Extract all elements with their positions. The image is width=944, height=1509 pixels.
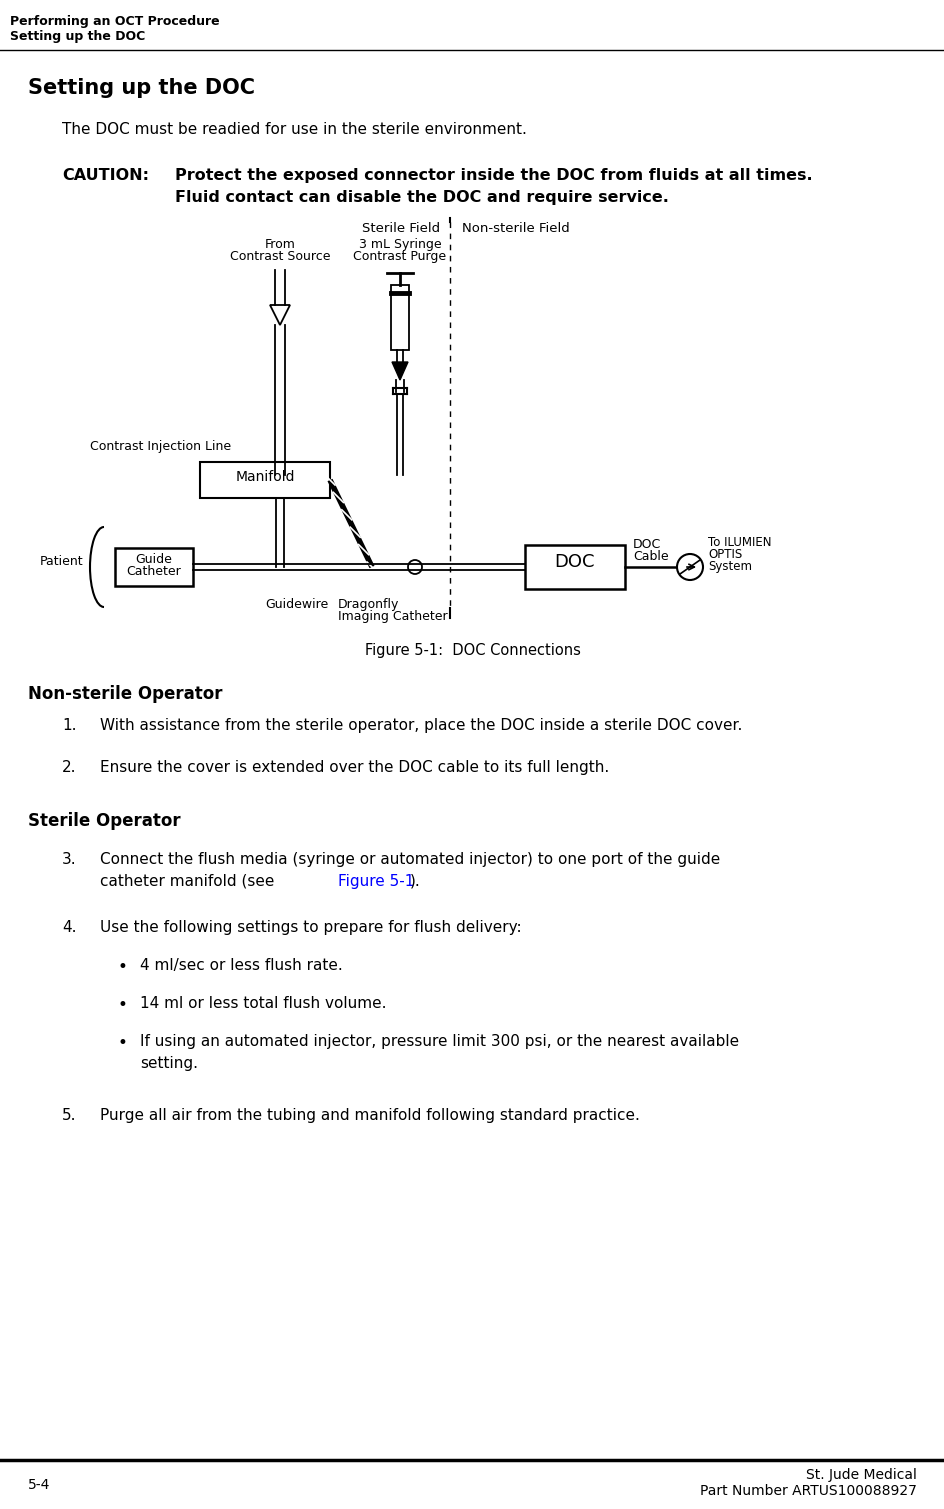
Text: Figure 5-1: Figure 5-1: [338, 874, 413, 889]
Text: With assistance from the sterile operator, place the DOC inside a sterile DOC co: With assistance from the sterile operato…: [100, 718, 742, 733]
Text: Ensure the cover is extended over the DOC cable to its full length.: Ensure the cover is extended over the DO…: [100, 761, 609, 776]
Text: 14 ml or less total flush volume.: 14 ml or less total flush volume.: [140, 996, 386, 1011]
Text: Use the following settings to prepare for flush delivery:: Use the following settings to prepare fo…: [100, 920, 521, 936]
Text: 5-4: 5-4: [28, 1477, 50, 1492]
Text: Performing an OCT Procedure: Performing an OCT Procedure: [10, 15, 219, 29]
Text: 3 mL Syringe: 3 mL Syringe: [359, 238, 441, 250]
Text: Contrast Injection Line: Contrast Injection Line: [90, 441, 231, 453]
Text: DOC: DOC: [632, 539, 661, 551]
Text: Purge all air from the tubing and manifold following standard practice.: Purge all air from the tubing and manifo…: [100, 1108, 639, 1123]
Text: Setting up the DOC: Setting up the DOC: [10, 30, 145, 42]
Bar: [525, 545, 624, 589]
Text: 3.: 3.: [62, 853, 76, 868]
Text: •: •: [118, 996, 127, 1014]
Text: Setting up the DOC: Setting up the DOC: [28, 78, 255, 98]
Text: 1.: 1.: [62, 718, 76, 733]
Text: Part Number ARTUS100088927: Part Number ARTUS100088927: [700, 1483, 916, 1498]
Bar: [391, 285, 409, 350]
Bar: [115, 548, 193, 585]
Text: The DOC must be readied for use in the sterile environment.: The DOC must be readied for use in the s…: [62, 122, 527, 137]
Text: setting.: setting.: [140, 1056, 198, 1071]
Text: OPTIS: OPTIS: [707, 548, 741, 561]
Text: 2.: 2.: [62, 761, 76, 776]
Text: Guide: Guide: [135, 552, 172, 566]
Text: Protect the exposed connector inside the DOC from fluids at all times.: Protect the exposed connector inside the…: [175, 167, 812, 183]
Text: Catheter: Catheter: [126, 564, 181, 578]
Text: Manifold: Manifold: [235, 469, 295, 484]
Text: Non-sterile Field: Non-sterile Field: [462, 222, 569, 235]
Text: To ILUMIEN: To ILUMIEN: [707, 536, 770, 549]
Text: 5.: 5.: [62, 1108, 76, 1123]
Text: St. Jude Medical: St. Jude Medical: [805, 1468, 916, 1482]
Text: Patient: Patient: [40, 555, 83, 567]
Text: Contrast Purge: Contrast Purge: [353, 250, 447, 263]
Text: System: System: [707, 560, 751, 573]
Text: From: From: [264, 238, 295, 250]
Text: Sterile Operator: Sterile Operator: [28, 812, 180, 830]
Text: •: •: [118, 958, 127, 976]
Bar: [200, 462, 329, 498]
Text: Sterile Field: Sterile Field: [362, 222, 440, 235]
Text: Non-sterile Operator: Non-sterile Operator: [28, 685, 222, 703]
Text: If using an automated injector, pressure limit 300 psi, or the nearest available: If using an automated injector, pressure…: [140, 1034, 738, 1049]
Text: Fluid contact can disable the DOC and require service.: Fluid contact can disable the DOC and re…: [175, 190, 668, 205]
Text: CAUTION:: CAUTION:: [62, 167, 149, 183]
Text: Figure 5-1:  DOC Connections: Figure 5-1: DOC Connections: [364, 643, 580, 658]
Text: 4.: 4.: [62, 920, 76, 936]
Circle shape: [676, 554, 702, 579]
Text: catheter manifold (see: catheter manifold (see: [100, 874, 279, 889]
Text: Dragonfly: Dragonfly: [338, 598, 399, 611]
Polygon shape: [392, 362, 408, 380]
Text: Connect the flush media (syringe or automated injector) to one port of the guide: Connect the flush media (syringe or auto…: [100, 853, 719, 868]
Text: DOC: DOC: [554, 552, 595, 570]
Text: Contrast Source: Contrast Source: [229, 250, 329, 263]
Circle shape: [408, 560, 422, 573]
Text: Cable: Cable: [632, 549, 668, 563]
Text: 4 ml/sec or less flush rate.: 4 ml/sec or less flush rate.: [140, 958, 343, 973]
Text: •: •: [118, 1034, 127, 1052]
Text: ).: ).: [410, 874, 420, 889]
Text: Guidewire: Guidewire: [264, 598, 328, 611]
Text: Imaging Catheter: Imaging Catheter: [338, 610, 447, 623]
